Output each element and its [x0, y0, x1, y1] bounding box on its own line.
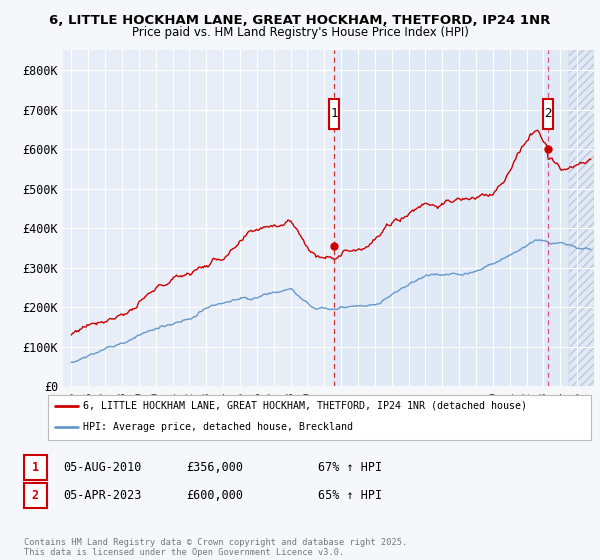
Text: Contains HM Land Registry data © Crown copyright and database right 2025.
This d: Contains HM Land Registry data © Crown c… [24, 538, 407, 557]
Text: 1: 1 [331, 107, 338, 120]
Text: 6, LITTLE HOCKHAM LANE, GREAT HOCKHAM, THETFORD, IP24 1NR: 6, LITTLE HOCKHAM LANE, GREAT HOCKHAM, T… [49, 14, 551, 27]
Bar [334, 50, 594, 386]
Text: Price paid vs. HM Land Registry's House Price Index (HPI): Price paid vs. HM Land Registry's House … [131, 26, 469, 39]
Text: 65% ↑ HPI: 65% ↑ HPI [318, 489, 382, 502]
Text: 67% ↑ HPI: 67% ↑ HPI [318, 461, 382, 474]
Text: 05-AUG-2010: 05-AUG-2010 [63, 461, 142, 474]
Bar [569, 50, 594, 386]
Text: 6, LITTLE HOCKHAM LANE, GREAT HOCKHAM, THETFORD, IP24 1NR (detached house): 6, LITTLE HOCKHAM LANE, GREAT HOCKHAM, T… [83, 401, 527, 411]
FancyBboxPatch shape [329, 99, 339, 129]
Text: £600,000: £600,000 [186, 489, 243, 502]
Text: 2: 2 [544, 107, 551, 120]
Text: 2: 2 [32, 489, 39, 502]
Text: HPI: Average price, detached house, Breckland: HPI: Average price, detached house, Brec… [83, 422, 353, 432]
Text: 1: 1 [32, 461, 39, 474]
Text: £356,000: £356,000 [186, 461, 243, 474]
Text: 05-APR-2023: 05-APR-2023 [63, 489, 142, 502]
FancyBboxPatch shape [542, 99, 553, 129]
